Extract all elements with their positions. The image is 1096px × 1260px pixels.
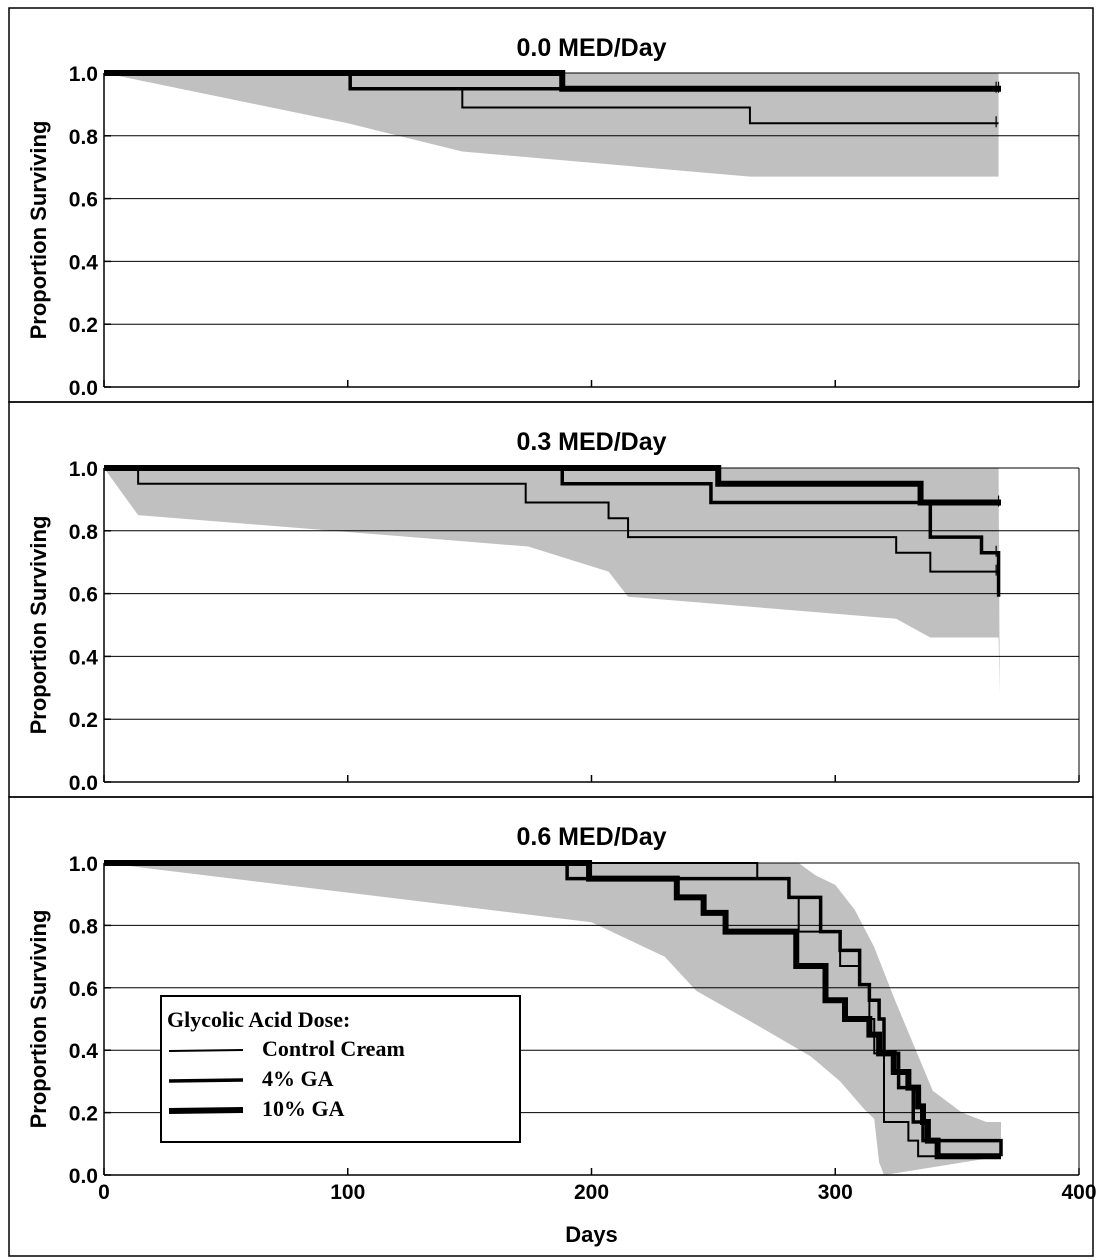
y-tick-label: 0.8	[69, 126, 99, 149]
x-axis-title: Days	[565, 1222, 618, 1247]
shared-axes-layer: 0 100 200 300 400 Days	[98, 1181, 1096, 1247]
panels-layer: 0.0 0.2 0.4 0.6 0.8 1.0 Proportion Surviving 0.…	[8, 7, 1094, 1257]
x-tick-label: 400	[1061, 1181, 1096, 1204]
y-tick-label: 0.6	[69, 584, 98, 607]
series-line	[104, 465, 1001, 506]
panel-frame	[8, 7, 1094, 403]
panel-frame	[8, 796, 1094, 1257]
y-tick-label: 0.0	[69, 772, 98, 795]
x-tick-label: 200	[574, 1181, 609, 1204]
confidence-band	[104, 863, 1001, 1175]
x-tick-label: 0	[98, 1181, 110, 1204]
y-tick-label: 0.4	[69, 1040, 99, 1063]
series-line	[104, 467, 999, 573]
x-tick-label: 100	[330, 1181, 365, 1204]
series-line	[104, 861, 1003, 1157]
legend-label: 4% GA	[262, 1066, 334, 1091]
y-tick-label: 1.0	[69, 63, 98, 86]
series-line	[104, 70, 1001, 92]
legend-box	[160, 995, 521, 1143]
x-tick-label: 300	[818, 1181, 853, 1204]
legend-label: 10% GA	[262, 1096, 345, 1121]
y-tick-label: 1.0	[69, 458, 98, 481]
panel-title: 0.3 MED/Day	[516, 428, 666, 456]
confidence-band	[104, 73, 999, 177]
panel-title: 0.0 MED/Day	[516, 34, 666, 62]
legend: Glycolic Acid Dose: Control Cream 4% GA 10%…	[160, 995, 521, 1143]
y-axis-title: Proportion Surviving	[26, 516, 51, 735]
panel-title: 0.6 MED/Day	[516, 823, 666, 851]
legend-swatch	[168, 1107, 244, 1114]
legend-swatch	[168, 1049, 244, 1052]
legend-title: Glycolic Acid Dose:	[167, 1007, 350, 1032]
y-tick-label: 0.2	[69, 314, 98, 337]
y-axis-title: Proportion Surviving	[26, 121, 51, 340]
y-tick-label: 0.4	[69, 646, 99, 669]
y-tick-label: 0.6	[69, 978, 98, 1001]
y-tick-label: 0.2	[69, 709, 98, 732]
legend-swatch	[168, 1078, 244, 1083]
y-tick-label: 0.2	[69, 1103, 98, 1126]
confidence-band	[104, 468, 1000, 695]
y-tick-label: 0.0	[69, 1165, 98, 1188]
panel-2: 0.0 0.2 0.4 0.6 0.8 1.0 Proportion Surviving 0.…	[8, 796, 1094, 1257]
y-tick-label: 0.6	[69, 189, 98, 212]
y-axis-title: Proportion Surviving	[26, 910, 51, 1129]
y-tick-label: 0.8	[69, 521, 99, 544]
series-line	[104, 860, 1001, 1160]
legend-label: Control Cream	[262, 1036, 405, 1061]
y-tick-label: 0.0	[69, 377, 98, 400]
y-tick-label: 1.0	[69, 853, 98, 876]
y-tick-label: 0.8	[69, 915, 99, 938]
y-tick-label: 0.4	[69, 251, 99, 274]
panel-0: 0.0 0.2 0.4 0.6 0.8 1.0 Proportion Surviving 0.…	[8, 7, 1094, 403]
panel-1: 0.0 0.2 0.4 0.6 0.8 1.0 Proportion Surviving 0.…	[8, 401, 1094, 798]
